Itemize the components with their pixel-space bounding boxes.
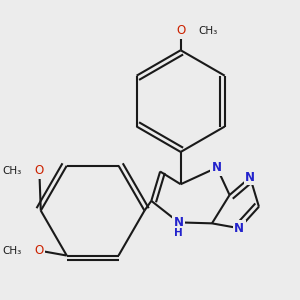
Text: CH₃: CH₃ <box>2 166 22 176</box>
Text: O: O <box>35 164 44 177</box>
Text: CH₃: CH₃ <box>2 246 22 256</box>
Text: N: N <box>234 222 244 235</box>
Text: O: O <box>35 244 44 257</box>
Text: N: N <box>174 216 184 229</box>
Text: N: N <box>174 216 184 229</box>
Text: N: N <box>245 171 255 184</box>
Text: H: H <box>174 228 183 238</box>
Text: N: N <box>212 161 222 174</box>
Text: O: O <box>176 24 185 37</box>
Text: CH₃: CH₃ <box>198 26 218 36</box>
